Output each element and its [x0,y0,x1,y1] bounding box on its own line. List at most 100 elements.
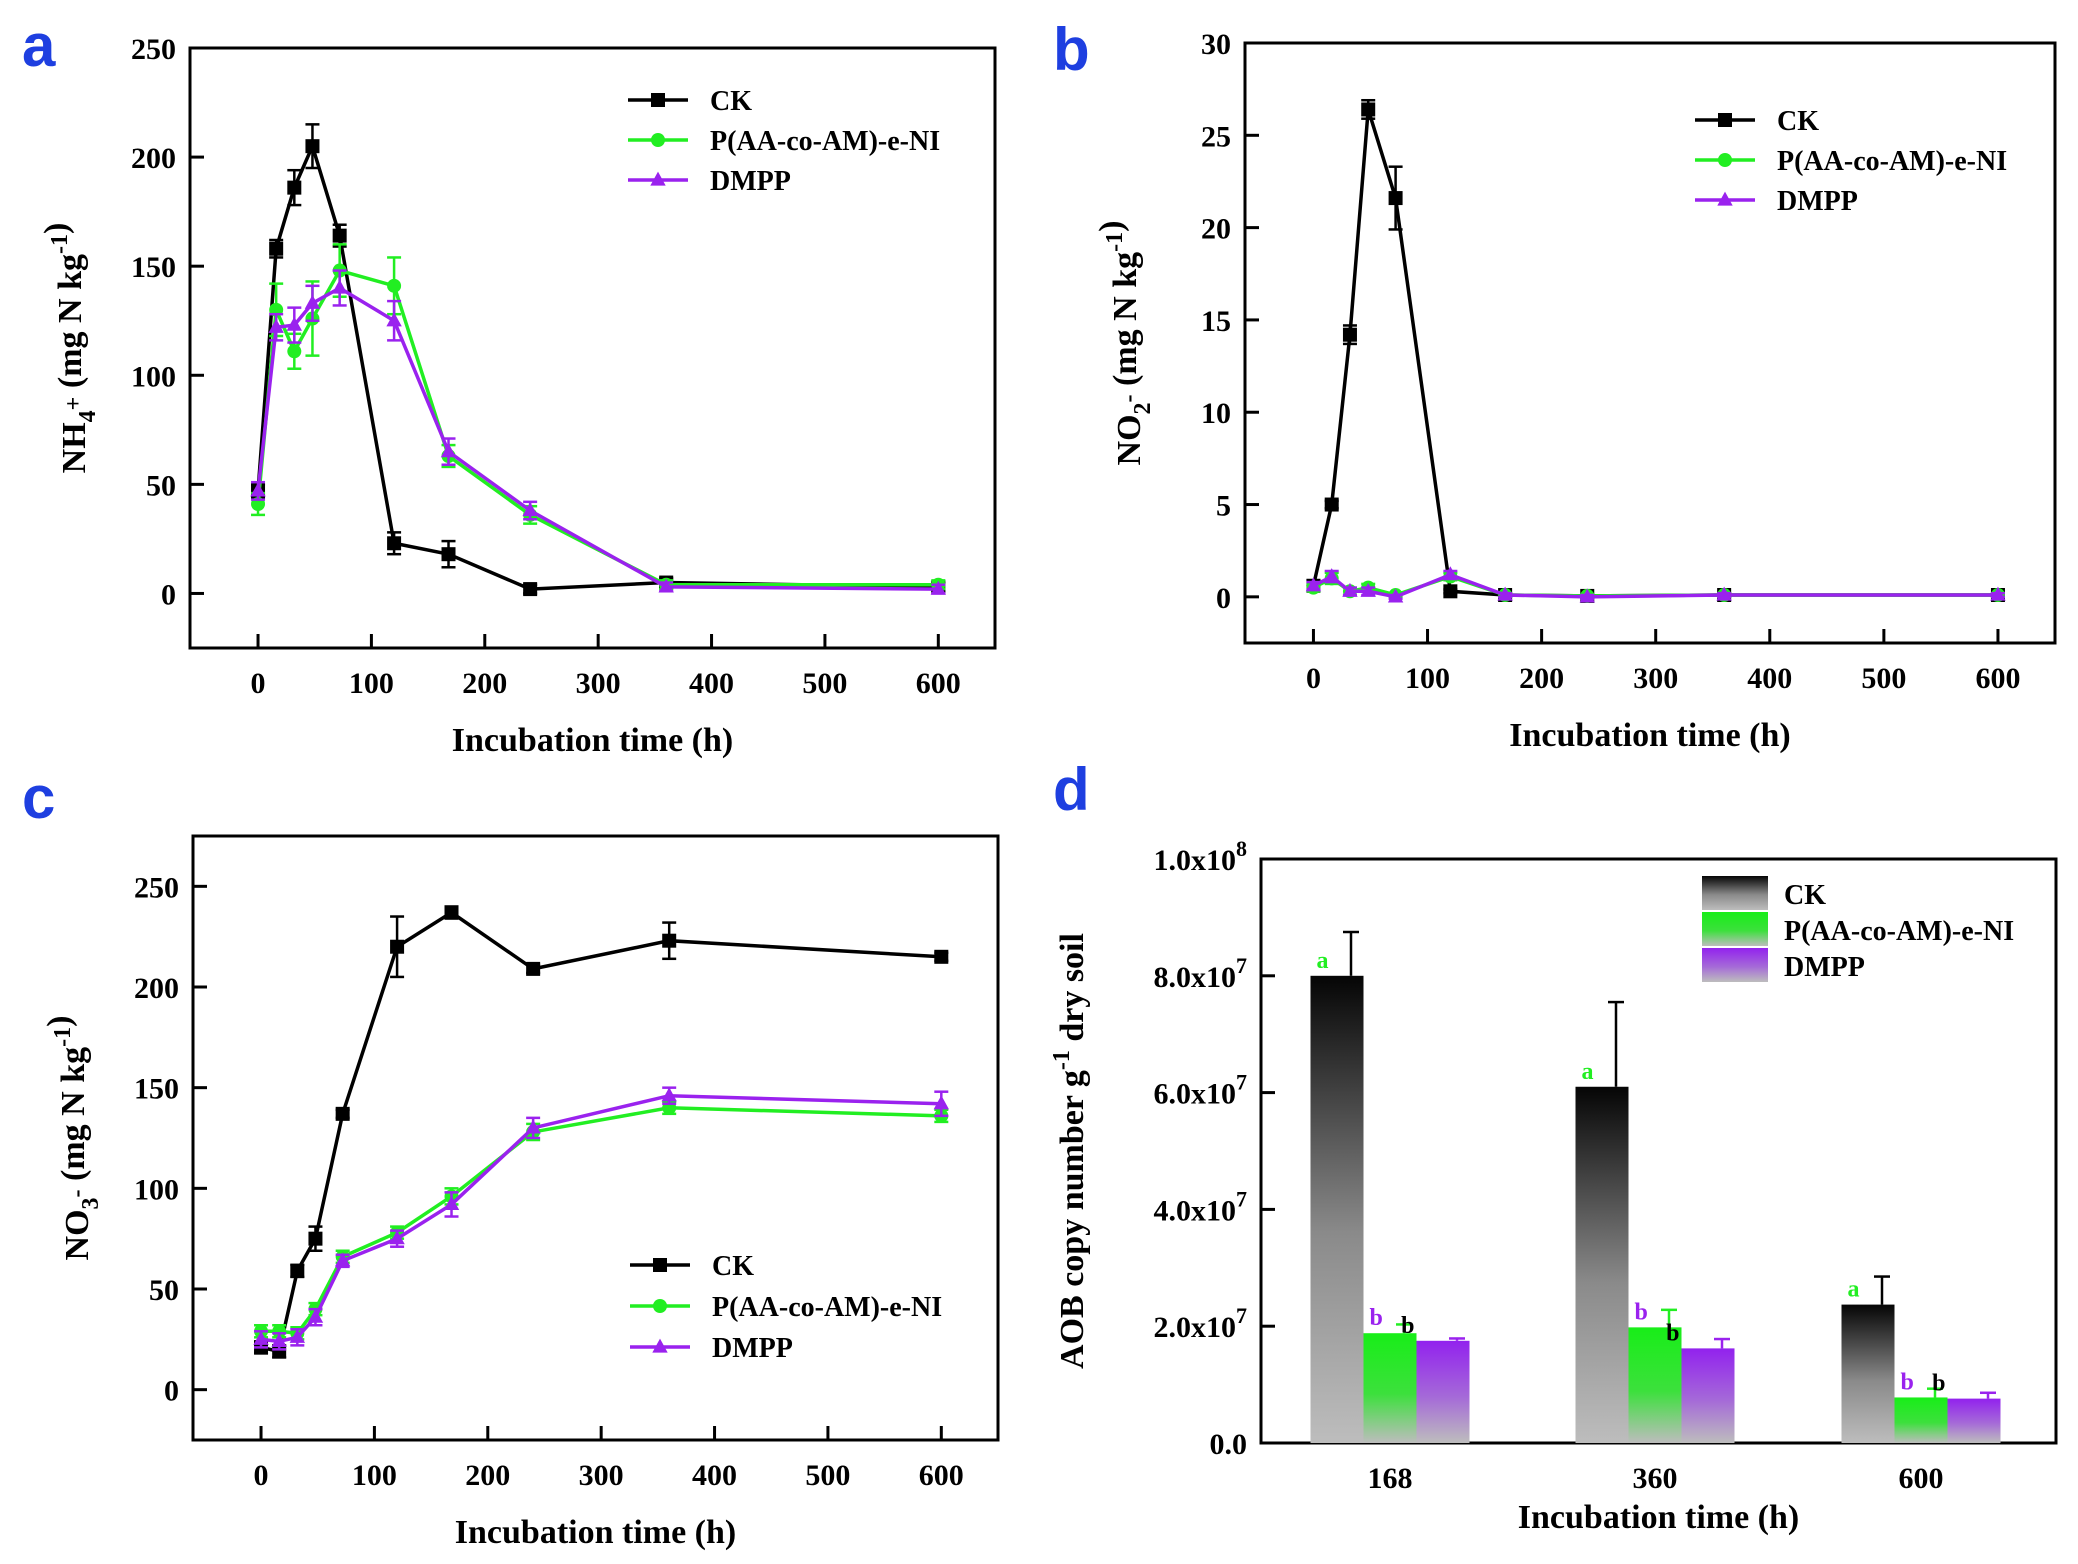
marker-triangle [253,1330,269,1345]
marker-triangle [1342,582,1358,597]
panel-a: a 0 100 200 300 400 500 600 0 50 100 150 200 250 Incub… [22,12,997,759]
y-axis-label-part: NH [56,422,93,473]
marker-circle [272,1324,287,1339]
legend-item-ni: P(AA-co-AM)-e-NI [628,126,940,157]
y-axis-label: AOB copy number g-1 dry soil [1049,933,1091,1369]
panel-letter: d [1053,756,1090,823]
y-tick-mantissa: 0.0 [1210,1428,1248,1461]
marker-square [335,1106,350,1121]
y-tick-label: 0 [164,1375,179,1408]
marker-circle [651,133,665,147]
x-tick-label: 100 [349,667,394,700]
bar [1363,1333,1417,1443]
y-axis-label-part: -1 [47,234,73,254]
legend-item-dmpp: DMPP [1695,186,1858,217]
series-ck: a a a [1310,930,1895,1443]
legend-item-ck: CK [630,1251,754,1282]
marker-circle [653,1299,667,1313]
x-tick-label: 168 [1368,1462,1413,1495]
series-line [1311,108,1998,598]
legend-item-dmpp: DMPP [1702,948,1865,983]
panel-letter: b [1053,16,1090,83]
bar [1841,1304,1895,1443]
marker-square [1324,497,1339,512]
marker-square [269,241,284,256]
x-tick-label: 400 [1747,662,1792,695]
y-axis-label-part: + [61,397,87,411]
marker-square [1718,113,1732,127]
y-tick-exponent: 7 [1236,1070,1247,1095]
x-tick-label: 500 [802,667,847,700]
y-tick-mantissa: 1.0x10 [1154,844,1237,877]
marker-square [651,93,665,107]
significance-letter: a [1582,1059,1594,1085]
x-tick-label: 300 [579,1459,624,1492]
marker-square [272,1344,287,1359]
marker-triangle [933,1095,950,1110]
y-axis-label-part: -1 [1049,1050,1075,1070]
series-line [261,1106,942,1336]
x-tick-label: 100 [1405,662,1450,695]
y-tick-mantissa: 2.0x10 [1154,1311,1237,1344]
bar [1947,1398,2001,1443]
marker-triangle [1387,588,1404,603]
y-tick-exponent: 7 [1236,1303,1247,1328]
y-tick-label: 200 [134,972,179,1005]
series-ni [1306,569,2005,603]
legend-item-dmpp: DMPP [628,166,791,197]
marker-square [1361,102,1376,117]
marker-square [1443,584,1458,599]
marker-triangle [1305,577,1322,592]
y-axis-label-part: (mg N kg [55,1047,92,1190]
marker-circle [1718,153,1732,167]
y-tick-label: 10 [1201,397,1231,430]
y-axis-label-part: dry soil [1054,933,1091,1050]
significance-letter: a [1848,1277,1860,1303]
y-tick-label: 200 [131,142,176,175]
series-line [1312,572,1998,599]
plot-frame [1243,41,2057,645]
y-axis-label: NO3- (mg N kg-1) [41,1016,104,1261]
legend-label: DMPP [1777,186,1858,217]
series-ck [254,905,949,1359]
legend-item-ck: CK [1695,106,1819,137]
series-ck [251,123,946,597]
y-axis-label-part: 4 [75,410,101,422]
y-tick-label: 150 [131,251,176,284]
x-axis-label: Incubation time (h) [452,722,733,759]
marker-square [653,1258,667,1272]
marker-triangle [930,580,947,595]
y-tick-mantissa: 8.0x10 [1154,961,1237,994]
series-dmpp: b bb [1401,1313,2001,1443]
marker-triangle [250,482,266,497]
y-axis-label-part: ) [1093,221,1130,232]
panel-letter: c [22,764,55,831]
x-tick-label: 300 [576,667,621,700]
series-line [260,1093,942,1344]
bar [1310,975,1364,1443]
y-tick-label: 250 [131,33,176,66]
marker-square [523,582,538,597]
legend-item-ck: CK [1702,876,1826,911]
panel-c: c 0 100 200 300 400 500 600 0 50 100 150 200 250 Incub… [22,764,1000,1551]
bar [1575,1086,1629,1443]
significance-letter: b [1401,1313,1414,1339]
x-tick-label: 200 [462,667,507,700]
x-tick-label: 600 [1975,662,2020,695]
y-axis-label: NO2- (mg N kg-1) [1093,221,1156,466]
marker-triangle [386,312,402,327]
y-axis-label-part: AOB copy number g [1054,1070,1091,1369]
panel-letter: a [22,12,56,79]
y-tick-label: 100 [131,360,176,393]
y-tick-label: 8.0x107 [1154,953,1248,994]
marker-square [526,961,541,976]
x-axis-label: Incubation time (h) [455,1514,736,1551]
significance-letter: b [1932,1371,1945,1397]
series-dmpp [1305,566,2006,603]
legend-label: CK [1784,880,1826,911]
significance-letter: b [1901,1369,1914,1395]
y-axis-label-part: -1 [50,1027,76,1047]
y-tick-label: 1.0x108 [1154,836,1248,877]
legend-swatch [1702,912,1768,946]
x-tick-label: 500 [1861,662,1906,695]
